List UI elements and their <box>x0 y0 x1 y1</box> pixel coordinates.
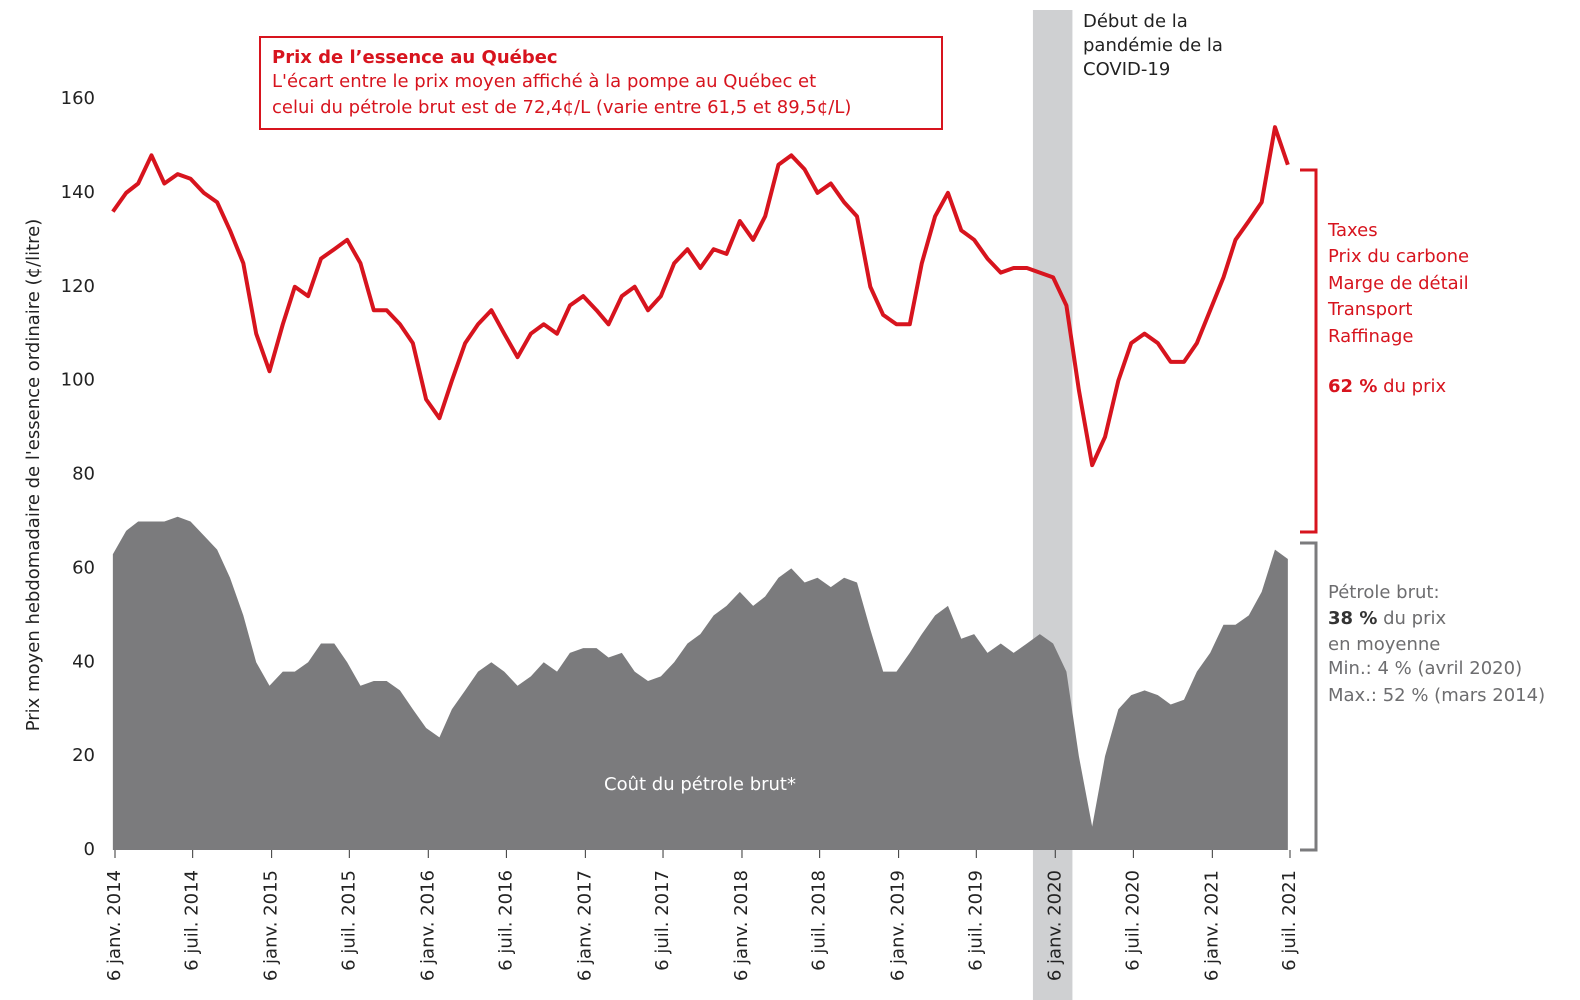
red-share: 62 % du prix <box>1328 376 1446 397</box>
red-note: Taxes <box>1327 220 1378 241</box>
box-line: L'écart entre le prix moyen affiché à la… <box>272 71 816 92</box>
x-tick-label: 6 janv. 2015 <box>261 870 282 981</box>
y-tick-label: 100 <box>61 370 95 391</box>
grey-bracket <box>1300 541 1318 852</box>
y-tick-label: 60 <box>72 557 95 578</box>
x-tick-label: 6 janv. 2019 <box>888 870 909 981</box>
x-tick-label: 6 janv. 2018 <box>731 870 752 981</box>
grey-share-text: du prix <box>1377 608 1446 629</box>
area-label: Coût du pétrole brut* <box>604 774 796 795</box>
plot-layer: 0 20 40 60 80 100 120 140 160 6 janv. 2014 6 juil.… <box>61 88 1300 981</box>
covid-note: pandémie de la <box>1083 35 1223 56</box>
grey-note-title: Pétrole brut: <box>1328 582 1440 603</box>
y-tick-label: 80 <box>72 464 95 485</box>
red-note: Transport <box>1327 299 1412 320</box>
red-note: Raffinage <box>1328 326 1413 347</box>
red-bracket <box>1300 168 1318 534</box>
x-tick-label: 6 juil. 2019 <box>965 870 986 971</box>
x-tick-label: 6 juil. 2020 <box>1122 870 1143 971</box>
x-tick-label: 6 juil. 2015 <box>338 870 359 971</box>
grey-note: Max.: 52 % (mars 2014) <box>1328 685 1545 706</box>
x-tick-label: 6 juil. 2018 <box>809 870 830 971</box>
y-tick-label: 160 <box>61 88 95 109</box>
x-tick-label: 6 janv. 2014 <box>104 870 125 981</box>
covid-note: Début de la <box>1083 11 1188 32</box>
price-line <box>111 125 1290 468</box>
y-tick-label: 140 <box>61 182 95 203</box>
y-tick-label: 120 <box>61 276 95 297</box>
x-tick-label: 6 janv. 2021 <box>1201 870 1222 981</box>
y-tick-label: 20 <box>72 745 95 766</box>
x-tick-label: 6 juil. 2014 <box>182 870 203 971</box>
red-note: Prix du carbone <box>1328 246 1469 267</box>
annotation-box <box>259 36 943 130</box>
box-line: celui du pétrole brut est de 72,4¢/L (va… <box>272 97 851 118</box>
red-note: Marge de détail <box>1328 273 1469 294</box>
covid-shade <box>1032 10 1073 1000</box>
background-layer <box>1032 10 1073 1000</box>
x-tick-label: 6 juil. 2016 <box>495 870 516 971</box>
red-share-text: du prix <box>1377 376 1446 397</box>
x-tick-label: 6 juil. 2021 <box>1279 870 1300 971</box>
x-tick-label: 6 janv. 2017 <box>574 870 595 981</box>
crude-area <box>112 516 1288 850</box>
x-tick-label: 6 janv. 2016 <box>417 870 438 981</box>
y-tick-label: 40 <box>72 651 95 672</box>
box-title: Prix de l’essence au Québec <box>272 47 558 68</box>
y-tick-label: 0 <box>84 839 95 860</box>
grey-note: Min.: 4 % (avril 2020) <box>1328 658 1522 679</box>
grey-share: 38 % du prix <box>1328 608 1446 629</box>
covid-note: COVID-19 <box>1083 59 1170 80</box>
y-axis-label: Prix moyen hebdomadaire de l'essence ord… <box>23 219 44 732</box>
red-share-bold: 62 % <box>1328 376 1377 397</box>
grey-note: en moyenne <box>1328 634 1440 655</box>
grey-share-bold: 38 % <box>1328 608 1377 629</box>
x-tick-label: 6 juil. 2017 <box>652 870 673 971</box>
x-tick-label: 6 janv. 2020 <box>1044 870 1065 981</box>
